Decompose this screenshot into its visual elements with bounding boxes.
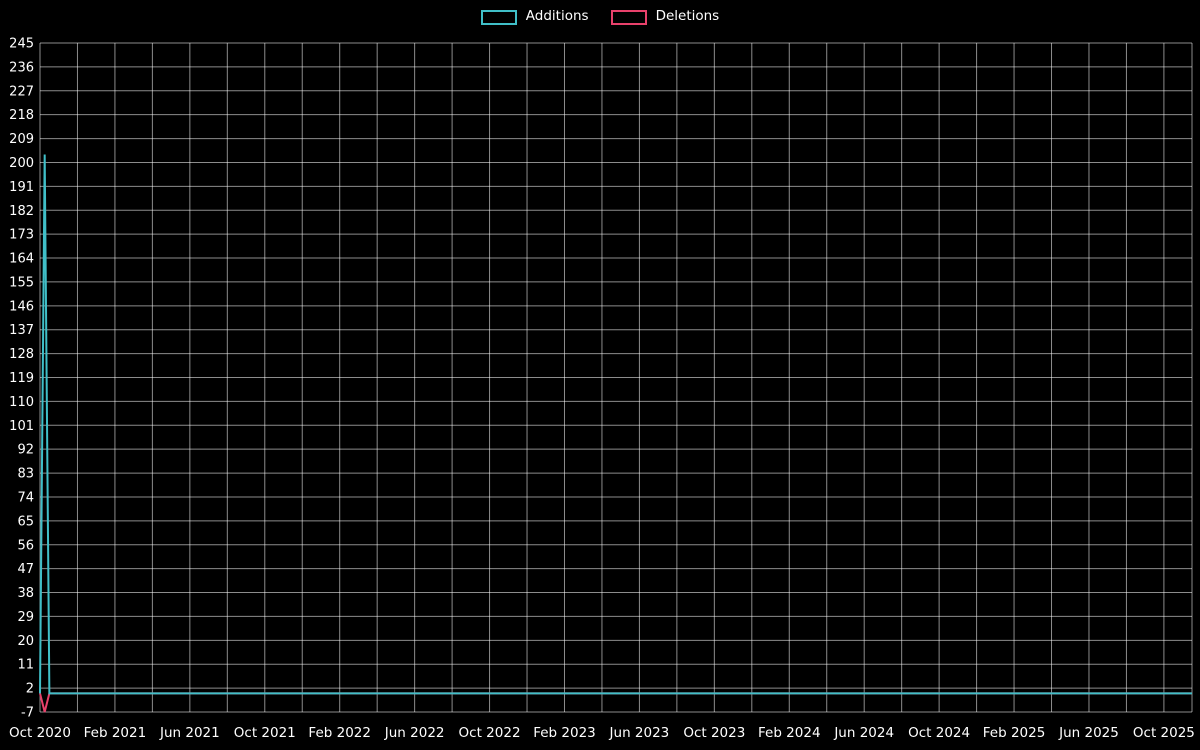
y-tick-label: 146 — [9, 299, 34, 314]
x-tick-label: Oct 2024 — [908, 725, 970, 741]
x-tick-label: Feb 2021 — [84, 725, 147, 741]
y-tick-label: 92 — [17, 443, 34, 458]
y-tick-label: 119 — [9, 371, 34, 386]
additions-swatch — [480, 9, 517, 25]
x-tick-label: Jun 2024 — [833, 725, 894, 741]
y-tick-label: 182 — [9, 204, 34, 219]
x-tick-label: Feb 2025 — [983, 725, 1046, 741]
x-tick-label: Feb 2022 — [308, 725, 371, 741]
y-tick-label: -7 — [21, 706, 34, 721]
y-tick-label: 173 — [9, 228, 34, 243]
y-tick-label: 209 — [9, 132, 34, 147]
y-tick-label: 83 — [17, 467, 34, 482]
x-tick-label: Jun 2025 — [1058, 725, 1119, 741]
y-tick-label: 11 — [17, 658, 34, 673]
y-tick-label: 38 — [17, 586, 34, 601]
y-tick-label: 56 — [17, 538, 34, 553]
x-tick-label: Oct 2020 — [9, 725, 71, 741]
y-tick-label: 218 — [9, 108, 34, 123]
additions-line — [39, 154, 1192, 695]
x-tick-label: Feb 2024 — [758, 725, 821, 741]
legend-item-additions[interactable]: Additions — [480, 8, 589, 25]
x-tick-label: Oct 2021 — [234, 725, 296, 741]
x-tick-label: Oct 2023 — [683, 725, 745, 741]
y-tick-label: 20 — [17, 634, 34, 649]
y-tick-label: 128 — [9, 347, 34, 362]
y-tick-label: 74 — [17, 490, 34, 505]
y-tick-label: 101 — [9, 419, 34, 434]
y-tick-label: 65 — [17, 514, 34, 529]
additions-legend-label: Additions — [525, 8, 589, 25]
deletions-swatch — [610, 9, 647, 25]
y-tick-label: 155 — [9, 275, 34, 290]
deletions-legend-label: Deletions — [655, 8, 720, 25]
y-tick-label: 245 — [9, 37, 34, 52]
y-tick-label: 137 — [9, 323, 34, 338]
y-tick-label: 2 — [26, 682, 34, 697]
legend-item-deletions[interactable]: Deletions — [610, 8, 720, 25]
y-tick-label: 47 — [17, 562, 34, 577]
y-tick-label: 29 — [17, 610, 34, 625]
y-tick-label: 227 — [9, 84, 34, 99]
y-tick-label: 200 — [9, 156, 34, 171]
y-tick-label: 110 — [9, 395, 34, 410]
deletions-line — [39, 692, 1192, 713]
chart-legend: Additions Deletions — [0, 7, 1200, 27]
x-tick-label: Jun 2023 — [609, 725, 670, 741]
y-tick-label: 164 — [9, 252, 34, 267]
x-tick-label: Feb 2023 — [533, 725, 596, 741]
x-tick-label: Jun 2022 — [384, 725, 445, 741]
y-tick-label: 236 — [9, 60, 34, 75]
x-tick-label: Oct 2025 — [1133, 725, 1195, 741]
y-tick-label: 191 — [9, 180, 34, 195]
x-tick-label: Oct 2022 — [459, 725, 521, 741]
x-tick-label: Jun 2021 — [159, 725, 220, 741]
